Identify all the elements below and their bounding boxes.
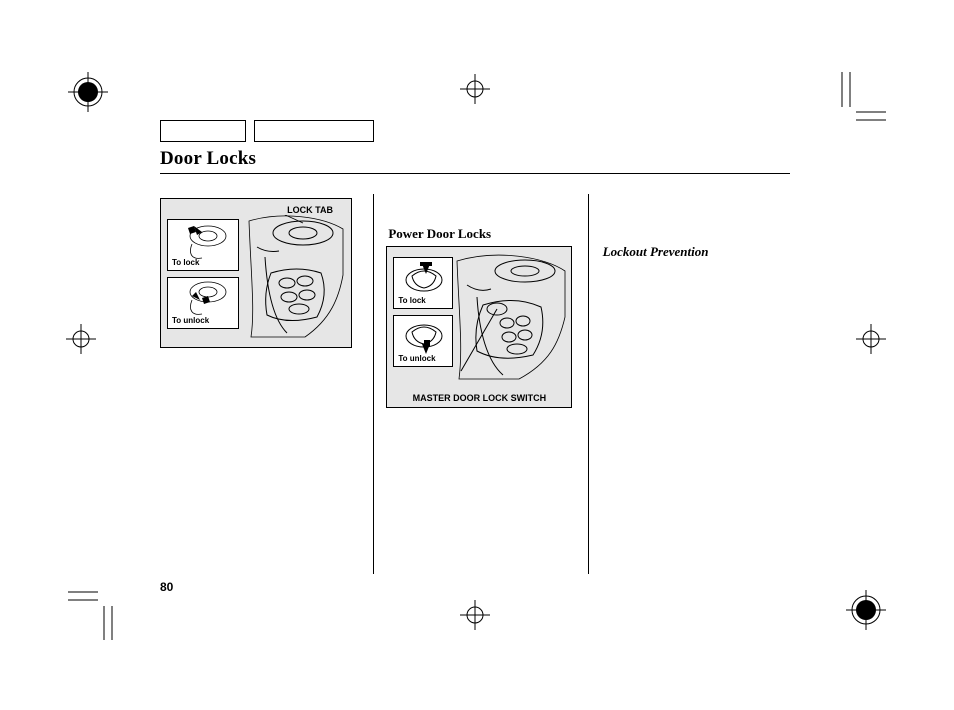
thumb-caption: To unlock: [172, 316, 209, 325]
thumb-to-lock: To lock: [167, 219, 239, 271]
reg-mark-bottom-center: [460, 600, 490, 630]
crop-mark-top-right: [826, 72, 886, 122]
column-2: Power Door Locks To lock: [373, 194, 587, 574]
manual-page: Door Locks LOCK TAB To lock: [0, 0, 954, 710]
section-heading-lockout-prevention: Lockout Prevention: [603, 244, 790, 260]
header-box-1: [160, 120, 246, 142]
door-panel-art-2: [453, 253, 567, 381]
reg-mark-top-left: [68, 72, 108, 112]
page-number: 80: [160, 580, 173, 594]
reg-mark-mid-right: [856, 324, 886, 354]
thumb-caption: To unlock: [398, 354, 435, 363]
reg-mark-mid-left: [66, 324, 96, 354]
reg-mark-top-center: [460, 74, 490, 104]
header-placeholder-boxes: [160, 120, 374, 142]
master-switch-thumbs: To lock To unlock: [393, 257, 453, 367]
thumb-caption: To lock: [398, 296, 425, 305]
title-underline: [160, 173, 790, 174]
thumb-to-unlock: To unlock: [393, 315, 453, 367]
figure-lock-tab: LOCK TAB To lock: [160, 198, 352, 348]
crop-mark-bottom-left: [68, 590, 128, 640]
figure-master-switch: To lock To unlock: [386, 246, 572, 408]
figure-label-master-switch: MASTER DOOR LOCK SWITCH: [387, 393, 571, 403]
column-3: Lockout Prevention: [588, 194, 790, 574]
column-1: LOCK TAB To lock: [160, 194, 373, 574]
lock-tab-thumbs: To lock To unlock: [167, 219, 239, 329]
body-columns: LOCK TAB To lock: [160, 194, 790, 574]
thumb-to-lock: To lock: [393, 257, 453, 309]
page-title: Door Locks: [160, 148, 256, 170]
thumb-to-unlock: To unlock: [167, 277, 239, 329]
thumb-caption: To lock: [172, 258, 199, 267]
section-heading-power-door-locks: Power Door Locks: [388, 226, 587, 242]
figure-label-lock-tab: LOCK TAB: [287, 205, 333, 215]
door-panel-art: [243, 215, 347, 341]
reg-mark-bottom-right: [846, 590, 886, 630]
header-box-2: [254, 120, 374, 142]
